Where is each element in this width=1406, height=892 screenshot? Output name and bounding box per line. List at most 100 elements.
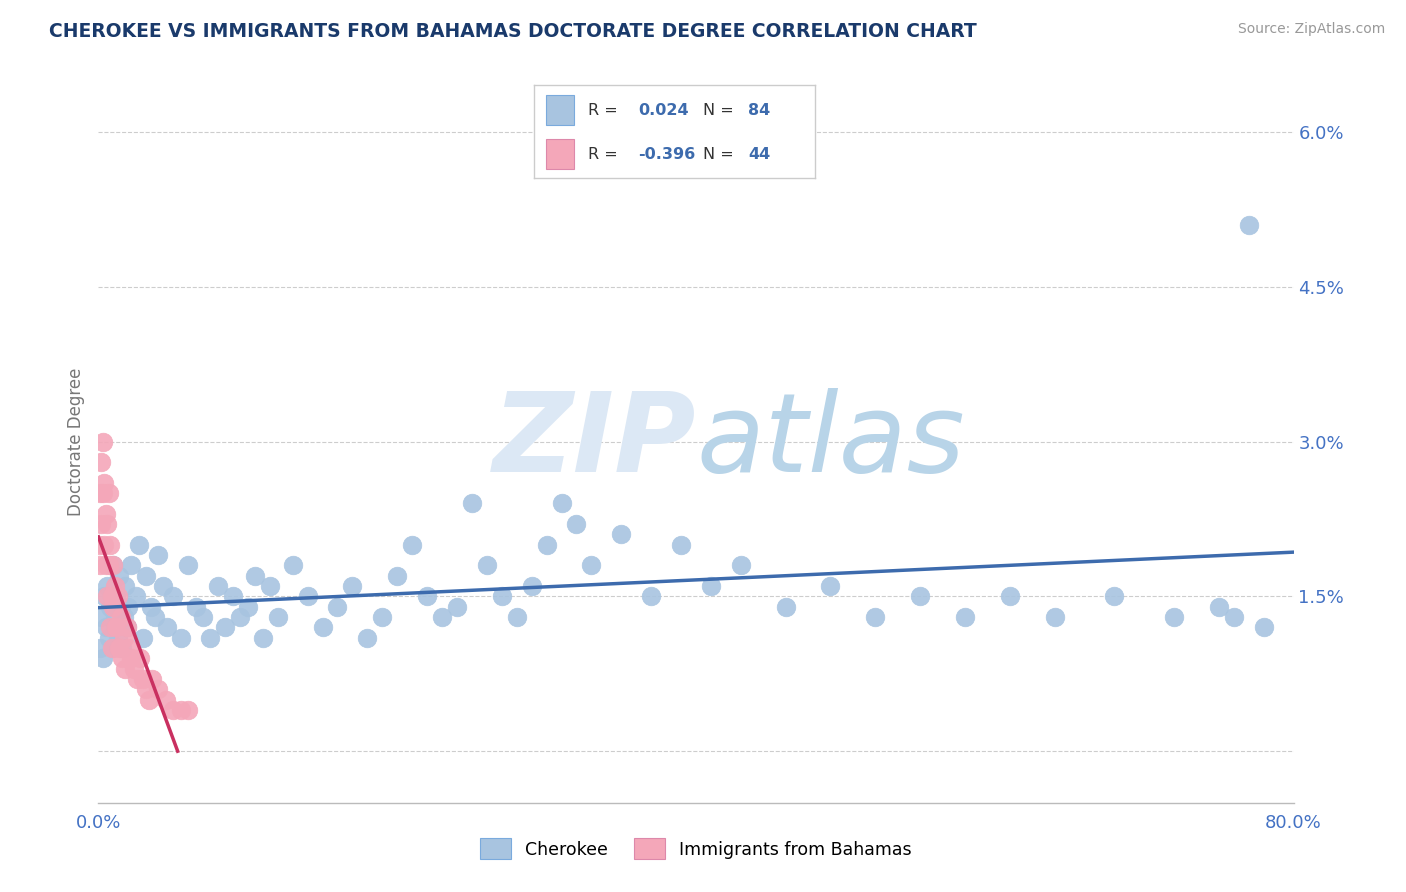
Point <box>222 590 245 604</box>
Point <box>90 455 112 469</box>
Point <box>491 590 513 604</box>
Point <box>98 599 122 614</box>
Bar <box>546 139 574 169</box>
Point <box>101 640 124 655</box>
Point <box>89 486 111 500</box>
Point <box>115 620 138 634</box>
Point <box>385 568 409 582</box>
Y-axis label: Doctorate Degree: Doctorate Degree <box>66 368 84 516</box>
Point <box>98 620 122 634</box>
Point <box>120 558 142 573</box>
Point <box>259 579 281 593</box>
Point <box>908 590 931 604</box>
Point <box>128 538 150 552</box>
Bar <box>546 95 574 125</box>
Point <box>91 651 114 665</box>
Point <box>162 703 184 717</box>
Point <box>117 599 139 614</box>
Point <box>148 548 170 562</box>
Point <box>169 631 191 645</box>
Point <box>129 651 152 665</box>
Point <box>281 558 304 573</box>
Point <box>103 558 125 573</box>
Point <box>114 579 136 593</box>
Point <box>111 640 134 655</box>
Point <box>132 631 155 645</box>
Text: 44: 44 <box>748 146 770 161</box>
Point <box>110 610 132 624</box>
Point <box>94 620 117 634</box>
Point <box>97 558 120 573</box>
Point <box>89 558 111 573</box>
Point <box>101 590 124 604</box>
Point <box>124 662 146 676</box>
Point <box>371 610 394 624</box>
Point <box>1163 610 1185 624</box>
Point <box>311 620 333 634</box>
Point <box>1104 590 1126 604</box>
Point <box>177 703 200 717</box>
Point <box>105 620 128 634</box>
Point <box>103 558 125 573</box>
Point <box>104 579 127 593</box>
Text: N =: N = <box>703 103 740 118</box>
Point <box>162 590 184 604</box>
Point <box>401 538 423 552</box>
Point <box>214 620 236 634</box>
Point <box>91 486 114 500</box>
Point <box>90 517 112 532</box>
Point <box>207 579 229 593</box>
Point <box>550 496 572 510</box>
Point <box>104 610 127 624</box>
Point <box>1223 610 1246 624</box>
Point <box>115 620 138 634</box>
Point <box>135 568 157 582</box>
Point <box>101 640 124 655</box>
Point <box>110 599 132 614</box>
Point <box>138 692 160 706</box>
Point <box>97 486 120 500</box>
Text: R =: R = <box>588 103 623 118</box>
Point <box>96 517 118 532</box>
Point <box>1043 610 1066 624</box>
Point <box>184 599 207 614</box>
Point <box>103 599 125 614</box>
Point <box>953 610 976 624</box>
Point <box>98 538 122 552</box>
Point <box>105 590 128 604</box>
Point <box>135 682 157 697</box>
Point <box>117 640 139 655</box>
Point <box>252 631 274 645</box>
Point <box>177 558 200 573</box>
Point <box>107 590 129 604</box>
Point <box>342 579 364 593</box>
Point <box>669 538 692 552</box>
Point <box>155 692 177 706</box>
Point <box>461 496 484 510</box>
Point <box>191 610 214 624</box>
Text: -0.396: -0.396 <box>638 146 696 161</box>
Point <box>700 579 723 593</box>
Point <box>107 631 129 645</box>
Point <box>820 579 842 593</box>
Point <box>416 590 439 604</box>
Point <box>93 590 115 604</box>
Point <box>141 672 163 686</box>
Point <box>111 651 134 665</box>
Point <box>108 640 131 655</box>
Point <box>236 599 259 614</box>
Point <box>139 599 162 614</box>
Point <box>89 640 111 655</box>
Point <box>730 558 752 573</box>
Text: N =: N = <box>703 146 740 161</box>
Text: ZIP: ZIP <box>492 388 696 495</box>
Point <box>93 538 115 552</box>
Point <box>93 475 115 490</box>
Legend: Cherokee, Immigrants from Bahamas: Cherokee, Immigrants from Bahamas <box>472 831 920 866</box>
Text: R =: R = <box>588 146 623 161</box>
Point <box>326 599 349 614</box>
Point <box>94 507 117 521</box>
Point <box>89 538 111 552</box>
Point <box>125 590 148 604</box>
Text: Source: ZipAtlas.com: Source: ZipAtlas.com <box>1237 22 1385 37</box>
